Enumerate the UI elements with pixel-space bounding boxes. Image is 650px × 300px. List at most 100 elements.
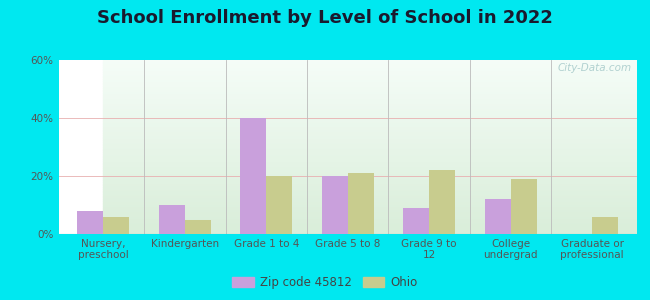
- Bar: [592, 217, 618, 234]
- Bar: [103, 90, 650, 91]
- Bar: [103, 212, 650, 213]
- Bar: [103, 199, 650, 201]
- Bar: [103, 220, 650, 222]
- Bar: [103, 190, 650, 192]
- Bar: [103, 166, 650, 168]
- Bar: [103, 161, 650, 163]
- Bar: [266, 176, 292, 234]
- Bar: [103, 175, 650, 177]
- Bar: [103, 107, 650, 109]
- Bar: [103, 135, 650, 137]
- Bar: [103, 109, 650, 110]
- Bar: [103, 149, 650, 151]
- Bar: [103, 93, 650, 95]
- Bar: [103, 69, 650, 70]
- Bar: [103, 119, 650, 121]
- Legend: Zip code 45812, Ohio: Zip code 45812, Ohio: [227, 272, 422, 294]
- Bar: [103, 217, 129, 234]
- Bar: [103, 145, 650, 147]
- Bar: [103, 178, 650, 180]
- Bar: [103, 206, 650, 208]
- Bar: [103, 112, 650, 114]
- Bar: [322, 176, 348, 234]
- Bar: [103, 164, 650, 166]
- Bar: [103, 197, 650, 199]
- Bar: [103, 208, 650, 210]
- Bar: [103, 86, 650, 88]
- Bar: [103, 189, 650, 190]
- Bar: [103, 60, 650, 62]
- Bar: [103, 62, 650, 64]
- Text: City-Data.com: City-Data.com: [557, 64, 631, 74]
- Bar: [103, 210, 650, 212]
- Bar: [159, 205, 185, 234]
- Bar: [103, 204, 650, 206]
- Bar: [103, 65, 650, 67]
- Bar: [103, 151, 650, 152]
- Bar: [103, 180, 650, 182]
- Bar: [103, 140, 650, 142]
- Bar: [103, 158, 650, 159]
- Bar: [103, 77, 650, 79]
- Bar: [103, 201, 650, 203]
- Bar: [103, 173, 650, 175]
- Bar: [103, 103, 650, 105]
- Bar: [511, 179, 537, 234]
- Bar: [103, 97, 650, 98]
- Bar: [103, 102, 650, 103]
- Text: School Enrollment by Level of School in 2022: School Enrollment by Level of School in …: [97, 9, 553, 27]
- Bar: [103, 64, 650, 65]
- Bar: [103, 218, 650, 220]
- Bar: [103, 70, 650, 72]
- Bar: [103, 133, 650, 135]
- Bar: [103, 156, 650, 158]
- Bar: [103, 213, 650, 215]
- Bar: [103, 203, 650, 204]
- Bar: [103, 79, 650, 81]
- Bar: [103, 114, 650, 116]
- Bar: [103, 182, 650, 184]
- Bar: [103, 171, 650, 173]
- Bar: [103, 82, 650, 84]
- Bar: [103, 159, 650, 161]
- Bar: [103, 177, 650, 178]
- Bar: [103, 154, 650, 156]
- Bar: [103, 222, 650, 224]
- Bar: [103, 163, 650, 164]
- Bar: [103, 225, 650, 227]
- Bar: [103, 138, 650, 140]
- Bar: [185, 220, 211, 234]
- Bar: [103, 121, 650, 123]
- Bar: [485, 199, 511, 234]
- Bar: [103, 215, 650, 217]
- Bar: [103, 194, 650, 196]
- Bar: [403, 208, 429, 234]
- Bar: [103, 131, 650, 133]
- Bar: [103, 217, 650, 218]
- Bar: [103, 224, 650, 225]
- Bar: [77, 211, 103, 234]
- Bar: [240, 118, 266, 234]
- Bar: [103, 124, 650, 126]
- Bar: [103, 81, 650, 82]
- Bar: [103, 88, 650, 90]
- Bar: [103, 230, 650, 232]
- Bar: [103, 169, 650, 171]
- Bar: [103, 95, 650, 97]
- Bar: [429, 170, 455, 234]
- Bar: [103, 123, 650, 124]
- Bar: [103, 67, 650, 69]
- Bar: [103, 168, 650, 170]
- Bar: [103, 229, 650, 230]
- Bar: [103, 147, 650, 149]
- Bar: [103, 72, 650, 74]
- Bar: [103, 196, 650, 197]
- Bar: [103, 227, 650, 229]
- Bar: [103, 143, 650, 145]
- Bar: [103, 84, 650, 86]
- Bar: [103, 187, 650, 189]
- Bar: [103, 98, 650, 100]
- Bar: [103, 128, 650, 130]
- Bar: [103, 91, 650, 93]
- Bar: [103, 74, 650, 76]
